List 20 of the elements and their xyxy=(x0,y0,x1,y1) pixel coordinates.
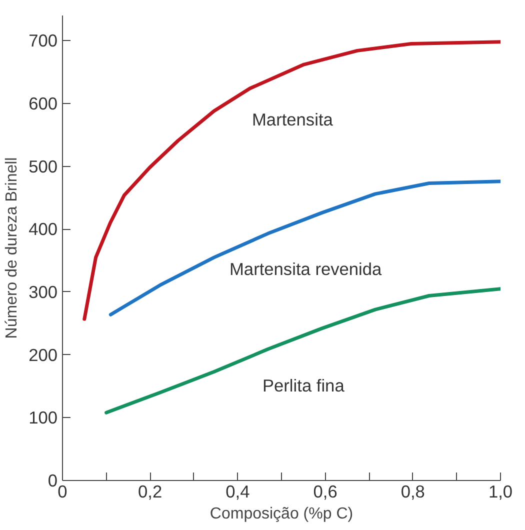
x-axis-title: Composição (%p C) xyxy=(210,506,354,522)
y-tick-label: 400 xyxy=(28,219,58,240)
y-tick-label: 500 xyxy=(28,156,58,176)
x-tick-label: 0,6 xyxy=(313,482,338,502)
line-series xyxy=(104,287,500,414)
x-tick-label: 0,2 xyxy=(138,482,162,502)
y-tick-label: 700 xyxy=(28,30,58,51)
y-axis-title: Número de dureza Brinell xyxy=(4,157,21,339)
y-tick-label: 600 xyxy=(28,93,58,114)
y-tick-label: 200 xyxy=(28,344,58,365)
y-tick-label: 300 xyxy=(28,282,58,302)
x-tick-label: 1,0 xyxy=(488,482,513,502)
series-label: Perlita fina xyxy=(262,376,345,396)
line-series xyxy=(108,180,500,316)
y-tick-label: 100 xyxy=(28,408,58,428)
line-series xyxy=(82,40,500,321)
series-label: Martensita revenida xyxy=(230,259,382,280)
series-label: Martensita xyxy=(252,110,334,130)
x-tick-label: 0,4 xyxy=(226,482,250,502)
x-tick-label: 0,8 xyxy=(400,482,425,502)
